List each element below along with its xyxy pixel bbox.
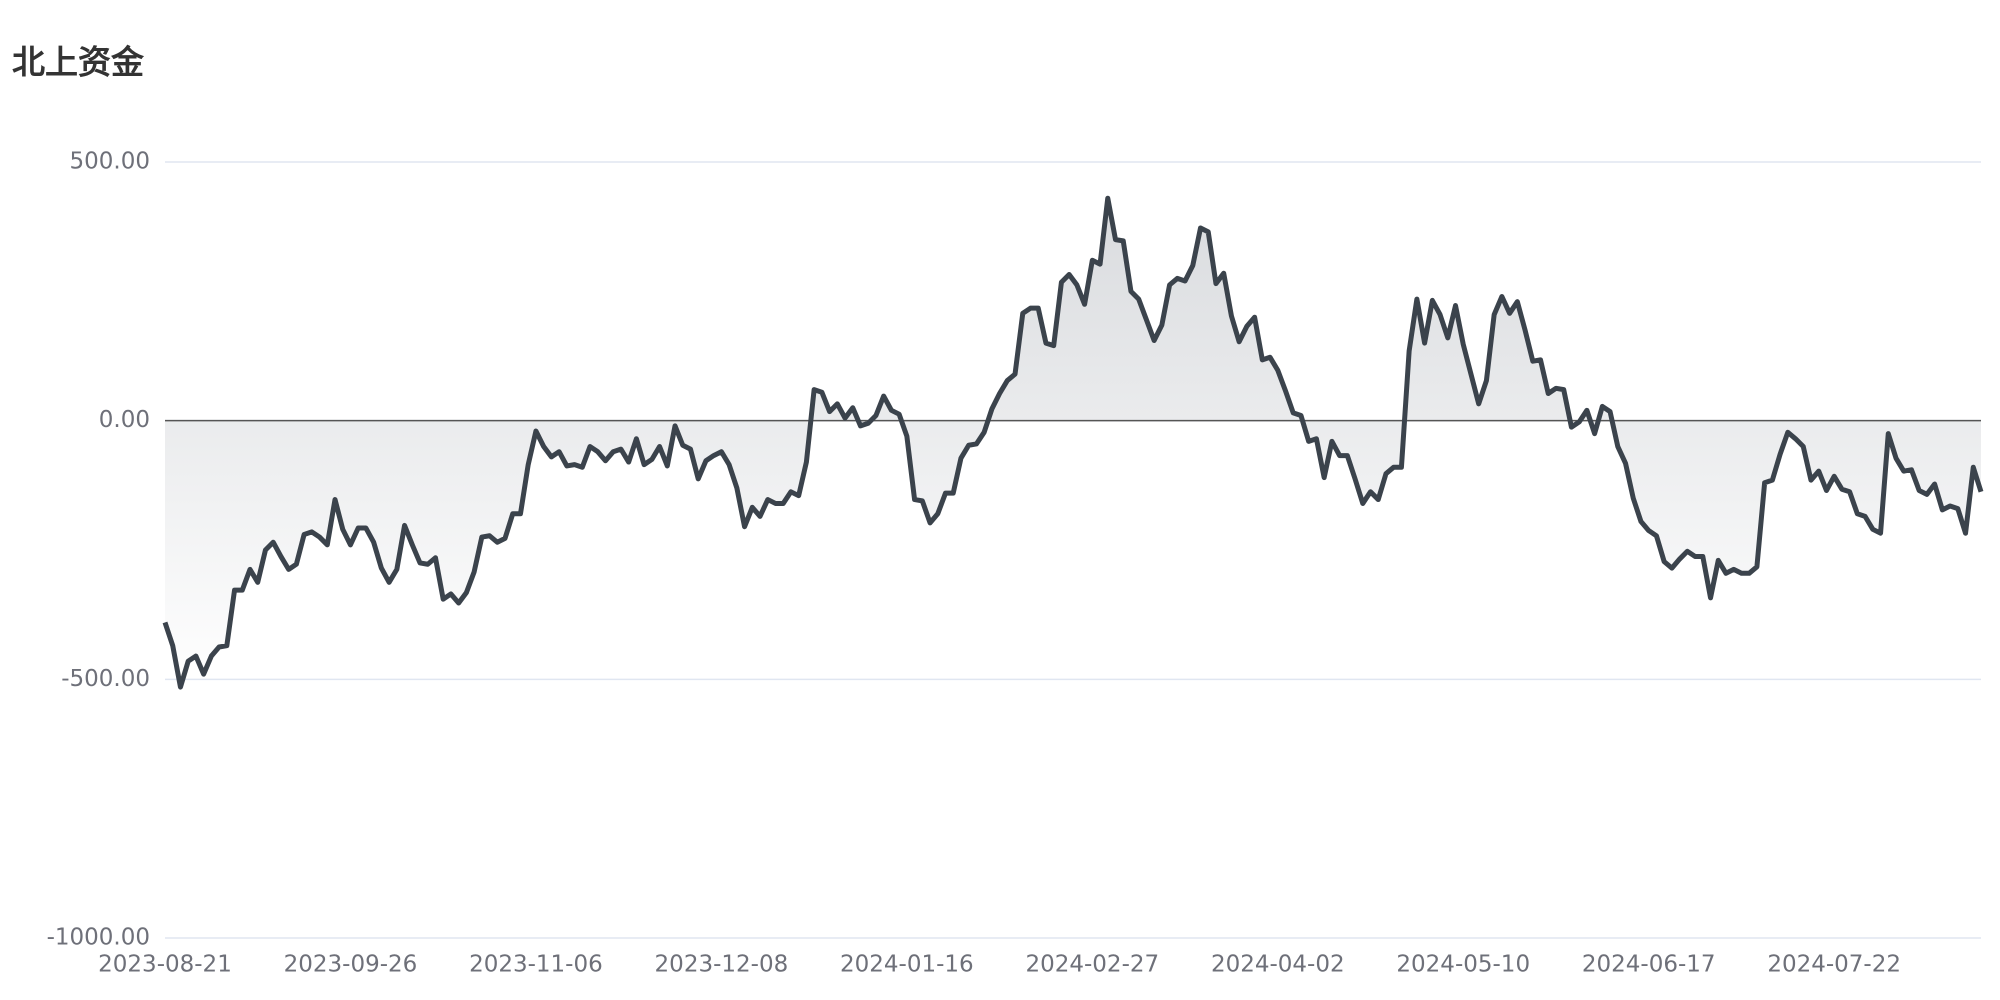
x-tick-label: 2024-07-22 [1767, 952, 1901, 978]
line [162, 195, 1984, 690]
x-tick-label: 2023-08-21 [98, 952, 232, 978]
y-tick-label: 500.00 [70, 149, 150, 175]
y-tick-label: -1000.00 [47, 925, 150, 951]
y-tick-label: -500.00 [61, 666, 150, 692]
x-tick-label: 2023-09-26 [284, 952, 418, 978]
x-tick-label: 2024-05-10 [1396, 952, 1530, 978]
area [165, 198, 1981, 688]
x-tick-label: 2024-06-17 [1582, 952, 1716, 978]
x-tick-label: 2024-01-16 [840, 952, 974, 978]
y-tick-label: 0.00 [99, 407, 150, 433]
x-tick-label: 2024-02-27 [1025, 952, 1159, 978]
x-tick-label: 2023-12-08 [655, 952, 789, 978]
chart-title: 北上资金 [12, 43, 145, 82]
x-tick-label: 2023-11-06 [469, 952, 603, 978]
x-tick-label: 2024-04-02 [1211, 952, 1345, 978]
